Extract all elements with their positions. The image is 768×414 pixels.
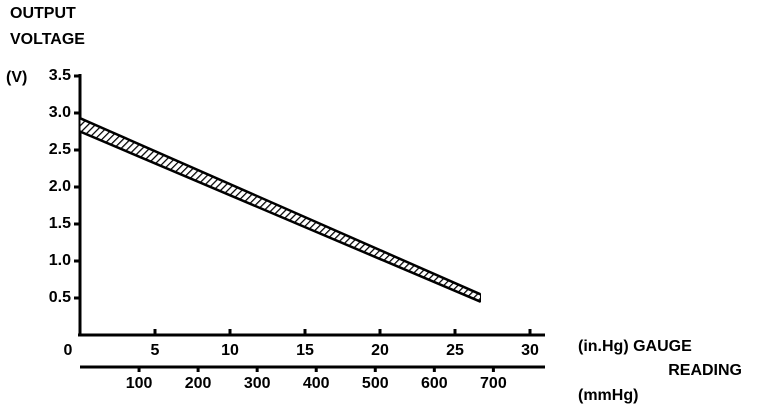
x2-tick-label: 100	[126, 375, 153, 392]
x2-tick-label: 400	[303, 375, 330, 392]
x2-tick-label: 300	[244, 375, 271, 392]
x-tick-label: 5	[151, 342, 160, 359]
x-tick-label: 10	[221, 342, 239, 359]
x2-tick-label: 700	[480, 375, 507, 392]
y-tick-label: 2.5	[49, 141, 71, 158]
y-tick-label: 3.0	[49, 104, 71, 121]
x-tick-label: 0	[64, 342, 73, 359]
y-tick-label: 3.5	[49, 67, 71, 84]
x2-unit: (mmHg)	[578, 387, 638, 404]
title-line: VOLTAGE	[10, 31, 85, 48]
band-edge	[79, 117, 482, 296]
x2-tick-label: 200	[185, 375, 212, 392]
y-tick-label: 2.0	[49, 178, 71, 195]
x2-tick-label: 600	[421, 375, 448, 392]
y-unit: (V)	[6, 69, 27, 86]
x-tick-label: 30	[521, 342, 539, 359]
x2-tick-label: 500	[362, 375, 389, 392]
band-edge	[79, 130, 481, 303]
x-label: (in.Hg) GAUGE	[578, 338, 692, 355]
x-tick-label: 20	[371, 342, 389, 359]
x-label: READING	[668, 362, 742, 379]
y-tick-label: 1.5	[49, 215, 71, 232]
y-tick-label: 0.5	[49, 289, 71, 306]
x-tick-label: 15	[296, 342, 314, 359]
title-line: OUTPUT	[10, 5, 76, 22]
x-tick-label: 25	[446, 342, 464, 359]
y-tick-label: 1.0	[49, 252, 71, 269]
